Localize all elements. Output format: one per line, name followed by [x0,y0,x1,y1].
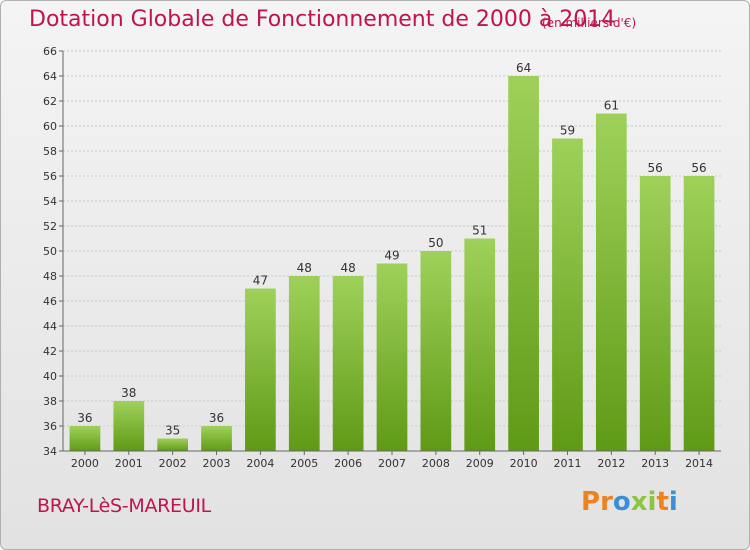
data-label-2002: 35 [165,424,180,438]
data-label-2013: 56 [648,161,663,175]
y-tick-label: 34 [43,445,57,458]
data-labels: 36 38 35 36 47 48 48 49 50 51 64 59 61 56 56 [77,61,706,438]
y-tick-label: 36 [43,420,57,433]
x-tick-label-2009: 2009 [466,457,494,470]
data-label-2008: 50 [428,236,443,250]
y-tick-label: 52 [43,220,57,233]
bar-2003 [201,426,232,451]
bar-2013 [639,176,671,451]
data-label-2010: 64 [516,61,531,75]
data-label-2014: 56 [691,161,706,175]
logo-letter: r [600,487,613,517]
x-tick-label-2012: 2012 [597,457,625,470]
bar-2001 [113,401,145,451]
y-tick-label: 64 [43,70,57,83]
bar-2008 [420,251,452,451]
data-label-2011: 59 [560,124,575,138]
y-tick-label: 42 [43,345,57,358]
x-tick-label-2005: 2005 [290,457,318,470]
data-label-2003: 36 [209,411,224,425]
y-tick-label: 60 [43,120,57,133]
bar-2014 [683,176,715,451]
x-tick-label-2006: 2006 [334,457,362,470]
chart-title: Dotation Globale de Fonctionnement de 20… [29,7,616,32]
bar-2010 [508,76,539,451]
bar-2006 [332,276,364,451]
bar-2007 [376,263,408,451]
data-label-2006: 48 [340,261,355,275]
bar-2011 [552,138,583,451]
x-tick-label-2010: 2010 [510,457,538,470]
y-tick-label: 62 [43,95,57,108]
logo-letter: P [581,487,601,517]
x-tick-label-2008: 2008 [422,457,450,470]
x-tick-label-2014: 2014 [685,457,713,470]
y-tick-label: 58 [43,145,57,158]
x-tick-label-2002: 2002 [159,457,187,470]
data-label-2005: 48 [297,261,312,275]
data-label-2001: 38 [121,386,136,400]
data-label-2004: 47 [253,274,268,288]
y-tick-label: 54 [43,195,57,208]
logo-letter: t [656,487,669,517]
proxiti-logo[interactable]: Proxiti [581,487,678,517]
y-tick-label: 66 [43,45,57,58]
bar-2004 [245,288,276,451]
x-tick-label-2011: 2011 [553,457,581,470]
y-tick-label: 40 [43,370,57,383]
x-tick-label-2001: 2001 [115,457,143,470]
y-tick-label: 38 [43,395,57,408]
logo-letter: o [612,487,631,517]
bar-2000 [69,426,101,451]
x-tick-label-2000: 2000 [71,457,99,470]
logo-letter: x [630,487,648,517]
x-tick-label-2004: 2004 [246,457,274,470]
axes: 34 36 38 40 42 44 46 48 50 52 54 56 58 60 62 64 66 2000 20… [43,45,721,470]
logo-letter: i [668,487,678,517]
bars [69,76,715,451]
location-name: BRAY-LèS-MAREUIL [37,495,211,517]
x-tick-label-2013: 2013 [641,457,669,470]
bar-2002 [157,438,189,451]
chart-unit: (en milliers d'€) [542,16,637,30]
y-tick-label: 44 [43,320,57,333]
y-tick-label: 50 [43,245,57,258]
logo-letter: i [647,487,657,517]
data-label-2012: 61 [604,99,619,113]
y-tick-label: 56 [43,170,57,183]
data-label-2000: 36 [77,411,92,425]
bar-2009 [464,238,496,451]
y-tick-label: 46 [43,295,57,308]
x-tick-label-2003: 2003 [203,457,231,470]
bar-2012 [595,113,627,451]
bar-2005 [288,276,320,451]
data-label-2007: 49 [384,249,399,263]
y-tick-label: 48 [43,270,57,283]
data-label-2009: 51 [472,224,487,238]
x-tick-label-2007: 2007 [378,457,406,470]
